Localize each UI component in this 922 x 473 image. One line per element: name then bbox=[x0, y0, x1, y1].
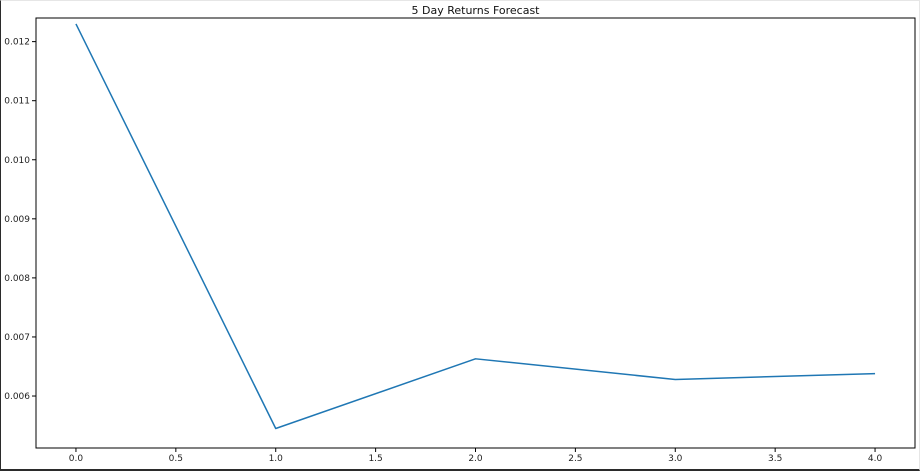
x-tick-label: 3.5 bbox=[768, 454, 782, 464]
series-line-forecast bbox=[75, 23, 876, 430]
x-tick-label: 3.0 bbox=[668, 454, 683, 464]
x-tick-label: 2.5 bbox=[568, 454, 582, 464]
x-axis: 0.0 0.5 1.0 1.5 2.0 2.5 3.0 3.5 4.0 bbox=[69, 448, 883, 464]
y-tick-label: 0.012 bbox=[4, 38, 30, 48]
y-tick-label: 0.009 bbox=[4, 215, 30, 225]
x-tick-label: 4.0 bbox=[868, 454, 883, 464]
x-tick-label: 0.0 bbox=[69, 454, 84, 464]
y-tick-label: 0.006 bbox=[4, 392, 30, 402]
chart-title: 5 Day Returns Forecast bbox=[412, 4, 541, 17]
y-tick-label: 0.011 bbox=[4, 97, 30, 107]
plot-area bbox=[35, 17, 916, 449]
x-tick-label: 1.5 bbox=[368, 454, 382, 464]
x-tick-label: 2.0 bbox=[468, 454, 483, 464]
y-axis: 0.006 0.007 0.008 0.009 0.010 0.011 0.012 bbox=[4, 38, 36, 402]
x-tick-label: 1.0 bbox=[269, 454, 284, 464]
series-layer bbox=[75, 23, 876, 430]
y-tick-label: 0.007 bbox=[4, 333, 30, 343]
y-tick-label: 0.010 bbox=[4, 156, 30, 166]
x-tick-label: 0.5 bbox=[169, 454, 183, 464]
y-tick-label: 0.008 bbox=[4, 274, 30, 284]
